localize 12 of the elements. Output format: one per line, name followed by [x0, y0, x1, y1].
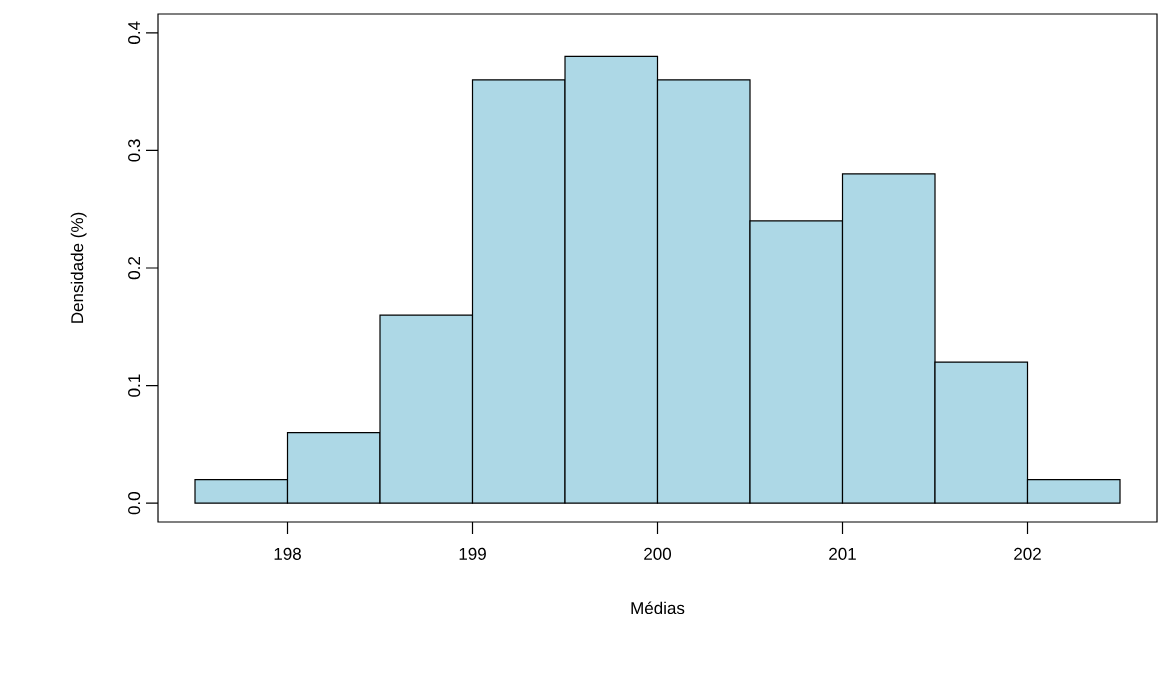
y-tick-label: 0.2 [128, 257, 141, 280]
y-axis-title: Densidade (%) [70, 212, 87, 323]
x-tick-label: 200 [644, 547, 672, 560]
y-tick-label: 0.0 [128, 492, 141, 515]
x-tick-label: 199 [459, 547, 486, 560]
x-tick-label: 198 [274, 547, 301, 560]
y-tick-label: 0.1 [128, 374, 141, 397]
x-axis-title: Médias [631, 601, 685, 615]
y-tick-label: 0.3 [128, 139, 141, 162]
y-tick-label: 0.4 [128, 21, 141, 44]
x-tick-label: 201 [829, 547, 856, 560]
x-tick-label: 202 [1014, 547, 1041, 560]
